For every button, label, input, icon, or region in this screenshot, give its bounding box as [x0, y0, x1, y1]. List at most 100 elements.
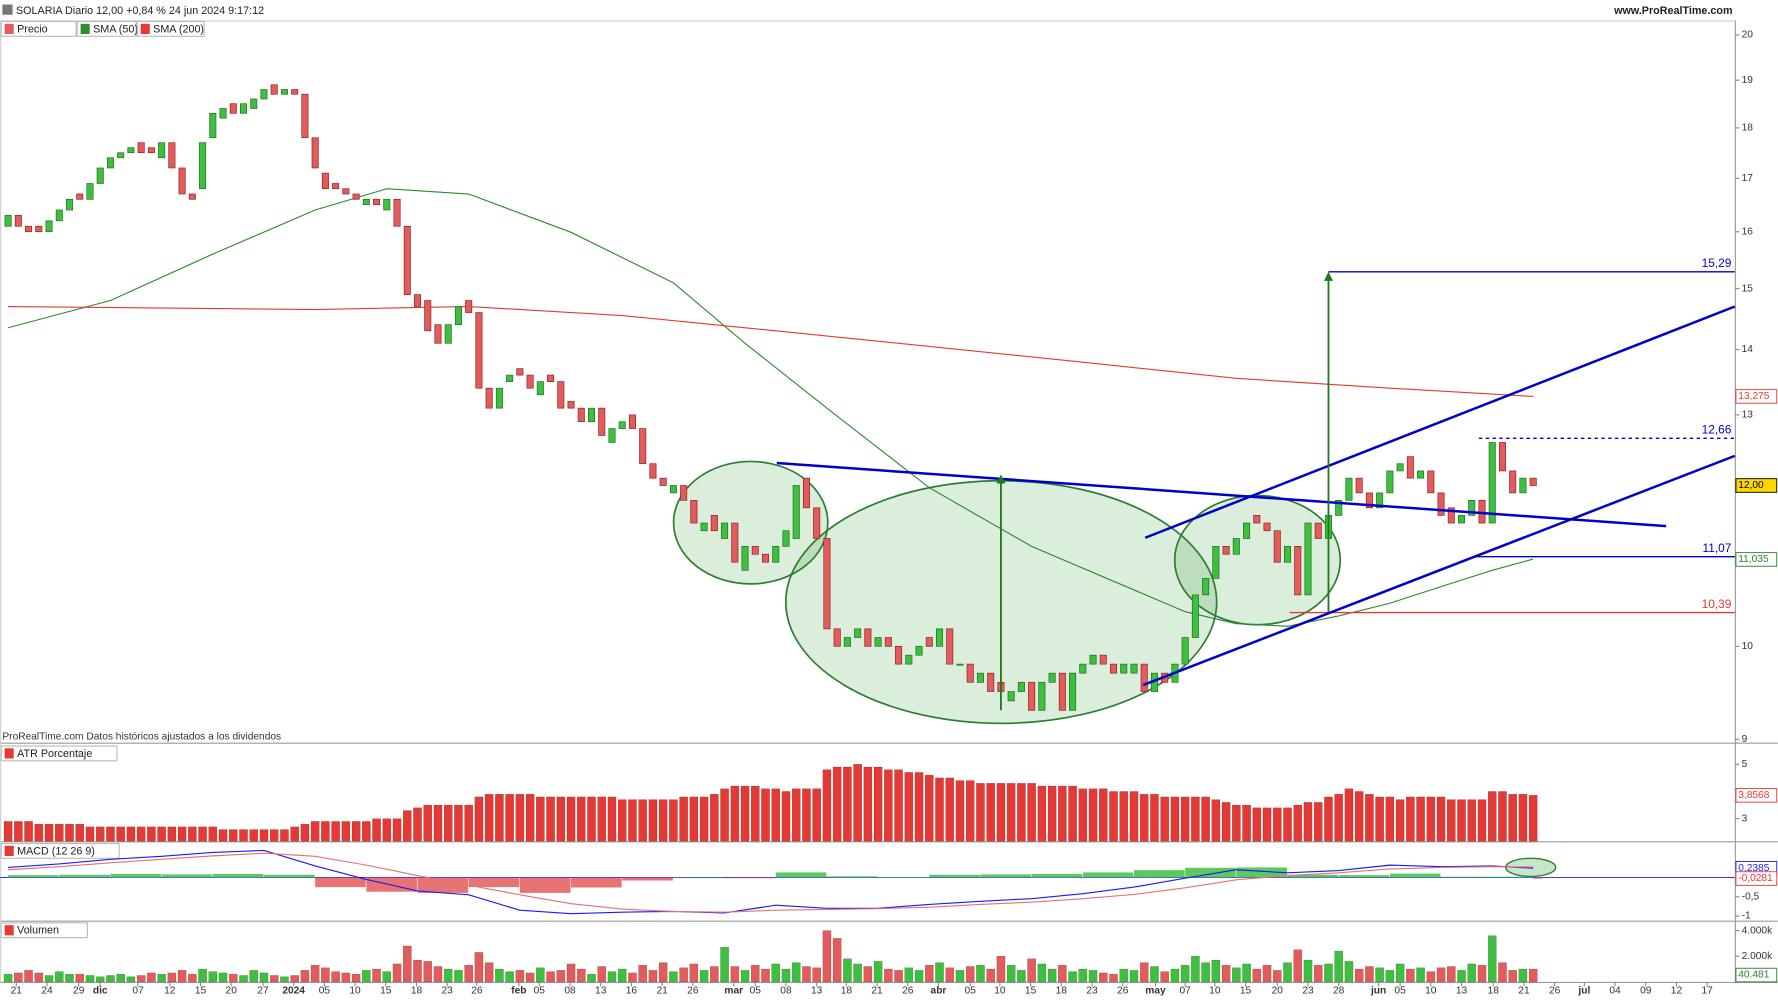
bar	[965, 966, 975, 983]
value-tag-label: 11,035	[1738, 554, 1769, 565]
y-tick-label: 13	[1742, 410, 1754, 421]
bar	[740, 970, 750, 983]
bar	[423, 804, 433, 842]
histogram-bar	[1492, 876, 1533, 878]
bar	[290, 975, 300, 983]
candle	[260, 89, 268, 100]
bar	[1446, 966, 1456, 983]
histogram-bar	[59, 874, 110, 878]
x-tick-label: 12	[164, 986, 176, 997]
bar	[208, 826, 218, 842]
bar	[740, 785, 750, 842]
bar	[587, 796, 596, 842]
bar	[1211, 959, 1221, 983]
bar	[382, 971, 392, 983]
bar	[106, 826, 115, 842]
x-tick-label: 18	[1056, 986, 1068, 997]
value-tag	[1735, 788, 1778, 803]
bar	[1047, 968, 1057, 983]
bar	[116, 826, 126, 842]
bar	[1385, 970, 1395, 983]
bar	[710, 966, 719, 983]
bar	[1477, 964, 1487, 983]
bar	[679, 796, 688, 842]
bar	[515, 970, 525, 983]
histogram-bar	[1031, 873, 1083, 878]
candle	[342, 188, 350, 195]
bar	[832, 766, 842, 842]
candle	[741, 546, 749, 571]
bar	[689, 796, 699, 842]
candle	[680, 485, 688, 501]
candle	[915, 645, 923, 656]
histogram-bar	[110, 873, 162, 878]
histogram-bar	[724, 877, 776, 879]
bar	[167, 972, 177, 983]
candle	[1130, 663, 1138, 674]
bar	[1068, 785, 1077, 842]
candle	[516, 368, 524, 376]
bar	[1487, 791, 1497, 842]
bar	[894, 769, 903, 842]
bar	[669, 971, 678, 983]
value-tag	[1735, 871, 1778, 886]
candle	[1498, 442, 1506, 472]
bar	[372, 818, 381, 842]
x-tick-label: 12	[1671, 986, 1683, 997]
macd-line	[8, 849, 1534, 915]
histogram-bar	[212, 873, 264, 878]
candle	[403, 225, 411, 295]
candle	[1243, 522, 1251, 539]
bar	[1385, 796, 1395, 842]
histogram-bar	[1287, 874, 1339, 878]
bar	[351, 821, 361, 842]
candle	[1427, 470, 1435, 494]
candle	[506, 374, 514, 382]
bar	[976, 964, 985, 983]
candle	[291, 89, 299, 95]
histogram-bar	[1133, 870, 1185, 878]
x-tick-label: 15	[380, 986, 392, 997]
bar	[1283, 962, 1292, 983]
bar	[894, 970, 903, 983]
bar	[239, 975, 248, 983]
bar	[321, 967, 330, 983]
candle	[895, 645, 903, 665]
bar	[822, 769, 832, 842]
bar	[1498, 791, 1507, 842]
panel-label: MACD (12 26 9)	[17, 845, 95, 857]
candle	[1365, 492, 1373, 509]
bar	[955, 970, 965, 983]
candle	[700, 522, 708, 532]
bar	[198, 826, 207, 842]
x-tick-label: 24	[41, 986, 53, 997]
candle	[1396, 463, 1404, 472]
bar	[1293, 804, 1303, 842]
bar	[136, 826, 146, 842]
bar	[730, 966, 740, 983]
x-tick-label: 29	[73, 986, 85, 997]
candle	[618, 421, 626, 429]
candle	[751, 546, 759, 555]
candle	[1417, 470, 1425, 479]
x-tick-label: 21	[656, 986, 668, 997]
histogram-bar	[1185, 867, 1236, 878]
y-tick-label: 5	[1742, 759, 1748, 770]
bar	[812, 967, 822, 983]
bar	[904, 772, 914, 842]
bar	[1365, 793, 1374, 842]
bar	[556, 970, 566, 983]
bar	[1375, 796, 1384, 842]
trendline	[1142, 454, 1736, 687]
candle	[577, 407, 585, 423]
bar	[1017, 970, 1026, 983]
candle	[598, 407, 606, 436]
bar	[1406, 796, 1415, 842]
bar	[730, 785, 740, 842]
x-tick-label: 2024	[282, 986, 305, 997]
candle	[628, 414, 636, 429]
panel-swatch	[4, 925, 14, 936]
sma-line	[7, 188, 1534, 627]
x-tick-label: 05	[534, 986, 546, 997]
bar	[85, 975, 95, 983]
